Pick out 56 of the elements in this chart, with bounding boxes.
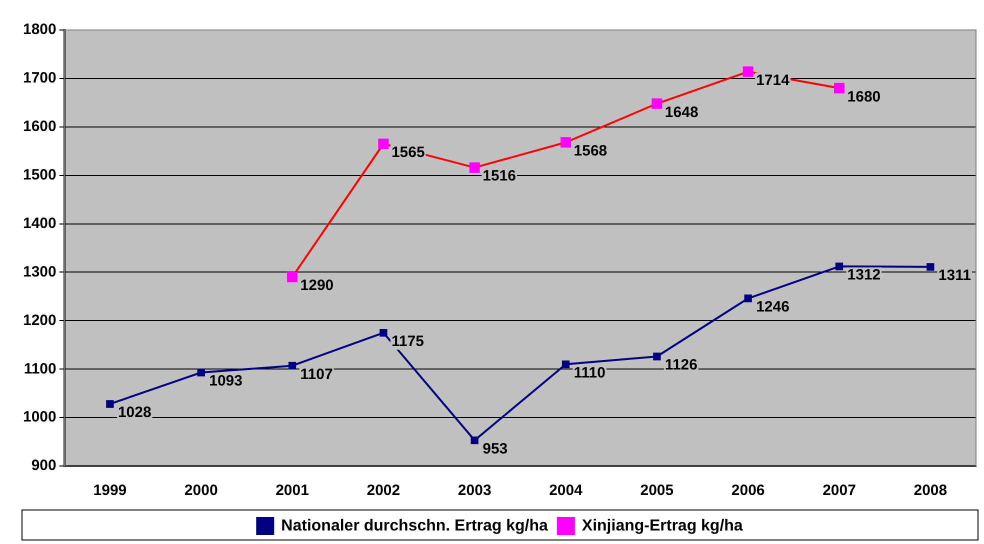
data-label: 1311	[938, 267, 971, 284]
point	[835, 262, 844, 270]
x-tick-label: 2002	[366, 482, 400, 500]
x-tick-label: 2003	[458, 482, 492, 500]
point	[653, 352, 661, 360]
x-tick-label: 2006	[731, 482, 765, 500]
y-tick-label: 1300	[22, 263, 56, 280]
data-label: 1246	[756, 298, 790, 316]
data-label: 1028	[118, 404, 152, 422]
data-label: 1107	[300, 366, 333, 383]
point	[470, 436, 478, 444]
x-tick-label: 2001	[276, 482, 309, 500]
point	[106, 400, 114, 408]
x-tick-label: 2008	[914, 482, 948, 500]
point	[560, 137, 572, 148]
data-label: 1312	[847, 266, 881, 284]
data-label: 1568	[574, 142, 608, 160]
y-tick-label: 900	[31, 457, 56, 474]
y-tick-label: 1100	[24, 360, 56, 378]
x-tick-label: 2007	[822, 482, 856, 500]
y-tick-label: 1500	[22, 166, 56, 184]
data-label: 1110	[574, 364, 606, 382]
point	[562, 360, 570, 368]
y-tick-label: 1700	[22, 70, 56, 87]
point	[834, 82, 844, 94]
data-label: 1175	[391, 332, 424, 350]
point	[742, 66, 754, 77]
x-tick-label: 1999	[93, 482, 127, 500]
point	[288, 362, 296, 370]
point	[744, 294, 752, 302]
point	[287, 272, 298, 282]
data-label: 1565	[391, 144, 425, 161]
data-label: 1680	[847, 88, 881, 106]
data-label: 953	[482, 440, 508, 458]
point	[197, 368, 205, 376]
y-tick-label: 1000	[22, 408, 56, 426]
x-tick-label: 2004	[549, 482, 584, 500]
point	[380, 328, 388, 337]
x-tick-label: 2005	[640, 482, 674, 500]
y-tick-label: 1400	[22, 214, 56, 232]
y-tick-label: 1600	[22, 118, 56, 136]
data-label: 1648	[664, 104, 698, 121]
data-label: 1290	[300, 277, 334, 294]
x-tick-label: 2000	[184, 482, 218, 500]
legend-label: Xinjiang-Ertrag kg/ha	[582, 517, 743, 534]
legend-label: Nationaler durchschn. Ertrag kg/ha	[281, 517, 548, 534]
data-label: 1093	[209, 372, 242, 390]
point	[378, 138, 389, 150]
data-label: 1516	[482, 168, 516, 185]
y-tick-label: 1800	[22, 21, 56, 38]
point	[469, 162, 480, 173]
y-tick-label: 1200	[22, 312, 56, 329]
data-label: 1126	[664, 356, 698, 374]
point	[926, 263, 934, 271]
point	[652, 98, 662, 109]
data-label: 1714	[756, 72, 790, 89]
